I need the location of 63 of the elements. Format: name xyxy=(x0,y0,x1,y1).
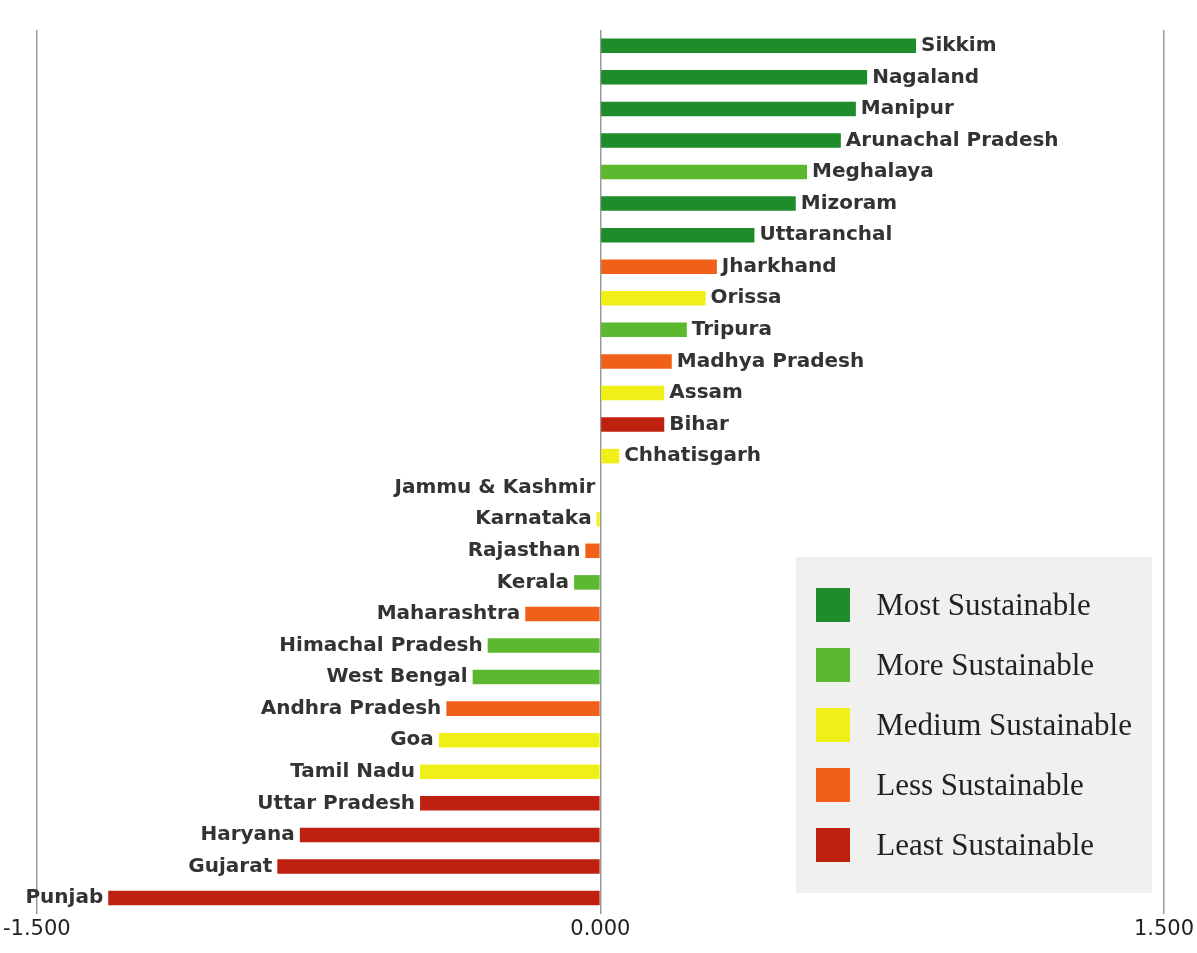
legend-label: Least Sustainable xyxy=(876,826,1095,864)
bar xyxy=(601,322,687,338)
y-tick-label: Andhra Pradesh xyxy=(260,694,442,719)
y-tick-label: Meghalaya xyxy=(812,158,934,183)
bar xyxy=(574,575,600,590)
bar xyxy=(420,796,600,811)
bar xyxy=(472,669,600,685)
bar xyxy=(601,70,868,85)
bar xyxy=(446,701,600,716)
y-tick-label: Tamil Nadu xyxy=(290,757,416,782)
y-tick-label: Madhya Pradesh xyxy=(676,347,865,372)
y-tick-label: Arunachal Pradesh xyxy=(845,126,1059,151)
legend-label: Medium Sustainable xyxy=(876,706,1132,744)
y-tick-label: Jammu & Kashmir xyxy=(392,473,596,498)
bar xyxy=(420,764,600,780)
y-tick-label: Manipur xyxy=(860,95,954,120)
y-tick-label: Punjab xyxy=(25,884,104,909)
legend-label: Most Sustainable xyxy=(876,586,1091,624)
y-tick-label: Himachal Pradesh xyxy=(279,631,483,656)
y-tick-label: Uttaranchal xyxy=(759,221,893,246)
y-tick-label: Sikkim xyxy=(920,31,997,56)
y-tick-label: Karnataka xyxy=(475,505,592,530)
y-tick-label: Rajasthan xyxy=(467,537,581,562)
y-tick-label: Goa xyxy=(390,726,434,751)
bar xyxy=(601,101,856,117)
y-tick-label: Haryana xyxy=(200,821,295,846)
y-tick-label: West Bengal xyxy=(326,663,468,688)
y-tick-label: Jharkhand xyxy=(719,252,837,277)
y-tick-label: Assam xyxy=(669,379,743,404)
y-tick-label: Orissa xyxy=(710,284,782,309)
bar xyxy=(601,259,717,274)
bar xyxy=(601,291,706,306)
y-tick-label: Nagaland xyxy=(872,63,980,88)
y-tick-label: Kerala xyxy=(496,568,570,593)
bar xyxy=(601,196,796,211)
y-tick-label: Mizoram xyxy=(800,189,898,214)
x-tick-label: 1.500 xyxy=(1133,915,1194,940)
bar xyxy=(438,732,600,748)
bar xyxy=(601,417,665,432)
bar xyxy=(585,543,600,559)
bar xyxy=(299,827,600,843)
bar xyxy=(601,164,808,180)
bar xyxy=(601,133,841,148)
x-tick-label: 0.000 xyxy=(570,915,631,940)
y-tick-label: Chhatisgarh xyxy=(624,442,762,467)
y-tick-label: Tripura xyxy=(691,316,772,341)
bar xyxy=(525,606,600,622)
legend-label: More Sustainable xyxy=(876,646,1095,684)
bar xyxy=(601,354,672,369)
y-tick-label: Uttar Pradesh xyxy=(257,789,416,814)
x-tick-label: -1.500 xyxy=(3,915,71,940)
bar xyxy=(601,385,665,401)
y-tick-label: Bihar xyxy=(669,410,730,435)
bar xyxy=(596,511,600,527)
y-tick-label: Maharashtra xyxy=(376,600,521,625)
bar xyxy=(487,638,600,653)
bar xyxy=(601,448,620,464)
legend-label: Less Sustainable xyxy=(876,766,1084,804)
bar xyxy=(601,227,755,243)
bar xyxy=(277,859,600,874)
y-tick-label: Gujarat xyxy=(188,852,273,877)
bar xyxy=(108,890,600,906)
bar xyxy=(601,38,916,54)
